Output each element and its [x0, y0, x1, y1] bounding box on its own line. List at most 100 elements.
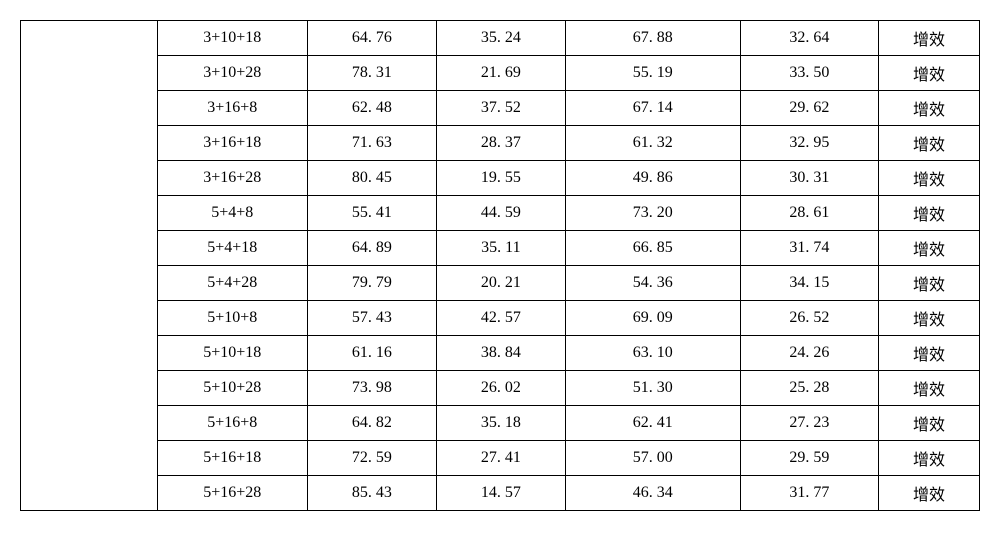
val-a-cell: 73. 98: [307, 371, 436, 406]
val-b-cell: 27. 41: [436, 441, 565, 476]
val-d-cell: 31. 77: [740, 476, 878, 511]
val-a-cell: 61. 16: [307, 336, 436, 371]
val-a-cell: 62. 48: [307, 91, 436, 126]
combo-cell: 5+16+28: [157, 476, 307, 511]
effect-cell: 增效: [878, 231, 979, 266]
val-c-cell: 67. 14: [565, 91, 740, 126]
val-d-cell: 33. 50: [740, 56, 878, 91]
val-c-cell: 62. 41: [565, 406, 740, 441]
val-a-cell: 55. 41: [307, 196, 436, 231]
val-b-cell: 20. 21: [436, 266, 565, 301]
combo-cell: 5+10+18: [157, 336, 307, 371]
effect-cell: 增效: [878, 441, 979, 476]
effect-cell: 增效: [878, 336, 979, 371]
val-d-cell: 26. 52: [740, 301, 878, 336]
val-c-cell: 63. 10: [565, 336, 740, 371]
val-b-cell: 35. 24: [436, 21, 565, 56]
val-d-cell: 29. 62: [740, 91, 878, 126]
effect-cell: 增效: [878, 161, 979, 196]
combo-cell: 5+16+18: [157, 441, 307, 476]
val-d-cell: 31. 74: [740, 231, 878, 266]
val-c-cell: 69. 09: [565, 301, 740, 336]
val-b-cell: 35. 11: [436, 231, 565, 266]
val-d-cell: 34. 15: [740, 266, 878, 301]
val-a-cell: 80. 45: [307, 161, 436, 196]
val-b-cell: 19. 55: [436, 161, 565, 196]
val-b-cell: 35. 18: [436, 406, 565, 441]
val-b-cell: 21. 69: [436, 56, 565, 91]
val-c-cell: 51. 30: [565, 371, 740, 406]
table-row: 3+16+18 71. 63 28. 37 61. 32 32. 95 增效: [21, 126, 980, 161]
val-d-cell: 28. 61: [740, 196, 878, 231]
val-a-cell: 64. 82: [307, 406, 436, 441]
combo-cell: 5+10+8: [157, 301, 307, 336]
val-a-cell: 78. 31: [307, 56, 436, 91]
effect-cell: 增效: [878, 371, 979, 406]
val-d-cell: 25. 28: [740, 371, 878, 406]
val-d-cell: 32. 64: [740, 21, 878, 56]
val-c-cell: 66. 85: [565, 231, 740, 266]
table-row: 5+4+8 55. 41 44. 59 73. 20 28. 61 增效: [21, 196, 980, 231]
table-row: 5+16+28 85. 43 14. 57 46. 34 31. 77 增效: [21, 476, 980, 511]
val-c-cell: 46. 34: [565, 476, 740, 511]
combo-cell: 3+10+18: [157, 21, 307, 56]
group-cell: [21, 21, 158, 511]
val-c-cell: 67. 88: [565, 21, 740, 56]
val-a-cell: 57. 43: [307, 301, 436, 336]
val-d-cell: 32. 95: [740, 126, 878, 161]
val-a-cell: 64. 76: [307, 21, 436, 56]
val-a-cell: 72. 59: [307, 441, 436, 476]
effect-cell: 增效: [878, 21, 979, 56]
table-row: 3+16+28 80. 45 19. 55 49. 86 30. 31 增效: [21, 161, 980, 196]
table-row: 5+16+8 64. 82 35. 18 62. 41 27. 23 增效: [21, 406, 980, 441]
table-row: 3+10+18 64. 76 35. 24 67. 88 32. 64 增效: [21, 21, 980, 56]
combo-cell: 3+10+28: [157, 56, 307, 91]
effect-cell: 增效: [878, 266, 979, 301]
val-c-cell: 55. 19: [565, 56, 740, 91]
combo-cell: 5+4+18: [157, 231, 307, 266]
combo-cell: 3+16+18: [157, 126, 307, 161]
val-c-cell: 49. 86: [565, 161, 740, 196]
effect-cell: 增效: [878, 406, 979, 441]
effect-cell: 增效: [878, 56, 979, 91]
val-b-cell: 28. 37: [436, 126, 565, 161]
val-d-cell: 24. 26: [740, 336, 878, 371]
combo-cell: 5+4+8: [157, 196, 307, 231]
val-b-cell: 42. 57: [436, 301, 565, 336]
table-row: 5+16+18 72. 59 27. 41 57. 00 29. 59 增效: [21, 441, 980, 476]
combo-cell: 5+4+28: [157, 266, 307, 301]
table-row: 3+10+28 78. 31 21. 69 55. 19 33. 50 增效: [21, 56, 980, 91]
table-row: 5+10+18 61. 16 38. 84 63. 10 24. 26 增效: [21, 336, 980, 371]
val-a-cell: 85. 43: [307, 476, 436, 511]
val-c-cell: 57. 00: [565, 441, 740, 476]
val-a-cell: 71. 63: [307, 126, 436, 161]
val-d-cell: 30. 31: [740, 161, 878, 196]
effect-cell: 增效: [878, 91, 979, 126]
val-c-cell: 73. 20: [565, 196, 740, 231]
val-c-cell: 61. 32: [565, 126, 740, 161]
table-row: 5+10+8 57. 43 42. 57 69. 09 26. 52 增效: [21, 301, 980, 336]
combo-cell: 3+16+28: [157, 161, 307, 196]
combo-cell: 3+16+8: [157, 91, 307, 126]
combo-cell: 5+16+8: [157, 406, 307, 441]
data-table: 3+10+18 64. 76 35. 24 67. 88 32. 64 增效 3…: [20, 20, 980, 511]
val-a-cell: 79. 79: [307, 266, 436, 301]
effect-cell: 增效: [878, 301, 979, 336]
effect-cell: 增效: [878, 126, 979, 161]
table-row: 5+10+28 73. 98 26. 02 51. 30 25. 28 增效: [21, 371, 980, 406]
val-d-cell: 29. 59: [740, 441, 878, 476]
val-d-cell: 27. 23: [740, 406, 878, 441]
table-row: 5+4+28 79. 79 20. 21 54. 36 34. 15 增效: [21, 266, 980, 301]
val-b-cell: 38. 84: [436, 336, 565, 371]
table-body: 3+10+18 64. 76 35. 24 67. 88 32. 64 增效 3…: [21, 21, 980, 511]
val-b-cell: 37. 52: [436, 91, 565, 126]
val-b-cell: 44. 59: [436, 196, 565, 231]
effect-cell: 增效: [878, 196, 979, 231]
val-b-cell: 26. 02: [436, 371, 565, 406]
table-row: 5+4+18 64. 89 35. 11 66. 85 31. 74 增效: [21, 231, 980, 266]
table-row: 3+16+8 62. 48 37. 52 67. 14 29. 62 增效: [21, 91, 980, 126]
combo-cell: 5+10+28: [157, 371, 307, 406]
val-c-cell: 54. 36: [565, 266, 740, 301]
val-b-cell: 14. 57: [436, 476, 565, 511]
val-a-cell: 64. 89: [307, 231, 436, 266]
